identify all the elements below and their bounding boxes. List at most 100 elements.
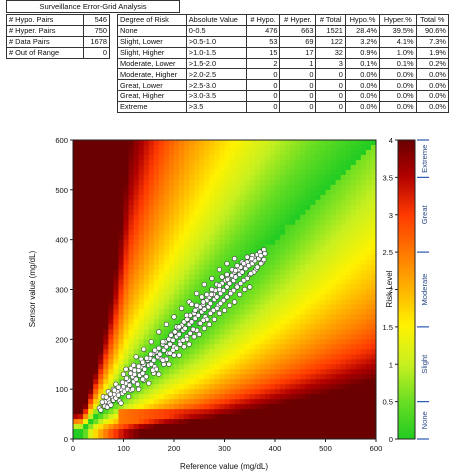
- heatmap-cell: [88, 334, 94, 340]
- heatmap-cell: [199, 184, 205, 191]
- heatmap-cell: [234, 144, 241, 151]
- heatmap-cell: [345, 154, 352, 161]
- heatmap-cell: [138, 254, 145, 261]
- heatmap-cell: [113, 209, 120, 216]
- heatmap-cell: [234, 379, 241, 385]
- heatmap-cell: [315, 179, 322, 186]
- heatmap-cell: [330, 414, 337, 420]
- heatmap-cell: [83, 239, 89, 246]
- colorbar-tick-label: 1: [389, 360, 393, 369]
- heatmap-cell: [244, 144, 251, 151]
- heatmap-cell: [365, 254, 372, 261]
- heatmap-cell: [350, 314, 357, 320]
- heatmap-cell: [108, 140, 114, 146]
- heatmap-cell: [335, 334, 342, 340]
- heatmap-cell: [128, 249, 135, 256]
- heatmap-cell: [355, 179, 362, 186]
- heatmap-cell: [340, 209, 347, 216]
- heatmap-cell: [143, 274, 150, 281]
- heatmap-cell: [224, 384, 231, 390]
- heatmap-cell: [148, 164, 155, 171]
- heatmap-cell: [275, 149, 281, 156]
- heatmap-cell: [285, 384, 291, 390]
- heatmap-cell: [194, 184, 200, 191]
- heatmap-cell: [320, 304, 327, 311]
- heatmap-cell: [335, 379, 342, 385]
- heatmap-cell: [234, 149, 241, 156]
- heatmap-cell: [194, 399, 200, 405]
- heatmap-cell: [153, 289, 160, 296]
- heatmap-cell: [98, 214, 104, 221]
- heatmap-cell: [310, 174, 316, 181]
- heatmap-cell: [118, 429, 125, 435]
- heatmap-cell: [285, 239, 291, 246]
- heatmap-cell: [355, 289, 362, 296]
- heatmap-cell: [118, 289, 125, 296]
- heatmap-cell: [249, 399, 256, 405]
- heatmap-cell: [133, 254, 140, 261]
- heatmap-cell: [285, 229, 291, 236]
- heatmap-cell: [325, 149, 332, 156]
- heatmap-cell: [285, 140, 291, 146]
- heatmap-cell: [143, 239, 150, 246]
- heatmap-cell: [360, 364, 367, 370]
- heatmap-cell: [199, 154, 205, 161]
- heatmap-cell: [355, 199, 362, 206]
- heatmap-cell: [285, 379, 291, 385]
- heatmap-cell: [128, 354, 135, 360]
- heatmap-cell: [98, 429, 104, 435]
- heatmap-cell: [88, 189, 94, 196]
- heatmap-cell: [285, 179, 291, 186]
- heatmap-cell: [138, 239, 145, 246]
- heatmap-cell: [108, 174, 114, 181]
- heatmap-cell: [113, 324, 120, 330]
- heatmap-cell: [249, 309, 256, 316]
- heatmap-cell: [325, 304, 332, 311]
- heatmap-cell: [269, 184, 276, 191]
- heatmap-cell: [73, 329, 79, 335]
- heatmap-cell: [163, 289, 170, 296]
- heatmap-cell: [224, 144, 231, 151]
- heatmap-cell: [335, 224, 342, 231]
- heatmap-cell: [184, 229, 190, 236]
- data-point: [216, 310, 222, 317]
- heatmap-cell: [204, 149, 210, 156]
- heatmap-cell: [138, 184, 145, 191]
- heatmap-cell: [123, 309, 130, 316]
- heatmap-cell: [370, 169, 376, 176]
- heatmap-cell: [355, 334, 362, 340]
- heatmap-cell: [88, 259, 94, 266]
- heatmap-cell: [229, 374, 236, 380]
- heatmap-cell: [264, 164, 271, 171]
- heatmap-cell: [239, 409, 246, 415]
- data-point: [209, 286, 215, 293]
- heatmap-cell: [249, 140, 256, 146]
- heatmap-cell: [320, 334, 327, 340]
- heatmap-cell: [300, 244, 306, 251]
- heatmap-cell: [300, 274, 306, 281]
- heatmap-cell: [315, 419, 322, 425]
- heatmap-cell: [360, 329, 367, 335]
- heatmap-cell: [98, 289, 104, 296]
- heatmap-cell: [264, 334, 271, 340]
- heatmap-cell: [153, 224, 160, 231]
- heatmap-cell: [254, 334, 261, 340]
- summary-table: # Hypo. Pairs 546 # Hyper. Pairs 750 # Data …: [6, 14, 110, 59]
- heatmap-cell: [179, 349, 185, 355]
- heatmap-cell: [350, 369, 357, 375]
- heatmap-cell: [335, 339, 342, 345]
- heatmap-cell: [179, 424, 185, 430]
- heatmap-cell: [320, 429, 327, 435]
- heatmap-cell: [214, 269, 221, 276]
- heatmap-cell: [330, 204, 337, 211]
- heatmap-cell: [290, 409, 296, 415]
- heatmap-cell: [199, 174, 205, 181]
- heatmap-cell: [290, 254, 296, 261]
- heatmap-cell: [259, 204, 266, 211]
- heatmap-cell: [315, 369, 322, 375]
- heatmap-cell: [305, 140, 311, 146]
- heatmap-cell: [275, 419, 281, 425]
- heatmap-cell: [158, 254, 165, 261]
- heatmap-cell: [335, 159, 342, 166]
- heatmap-cell: [194, 284, 200, 291]
